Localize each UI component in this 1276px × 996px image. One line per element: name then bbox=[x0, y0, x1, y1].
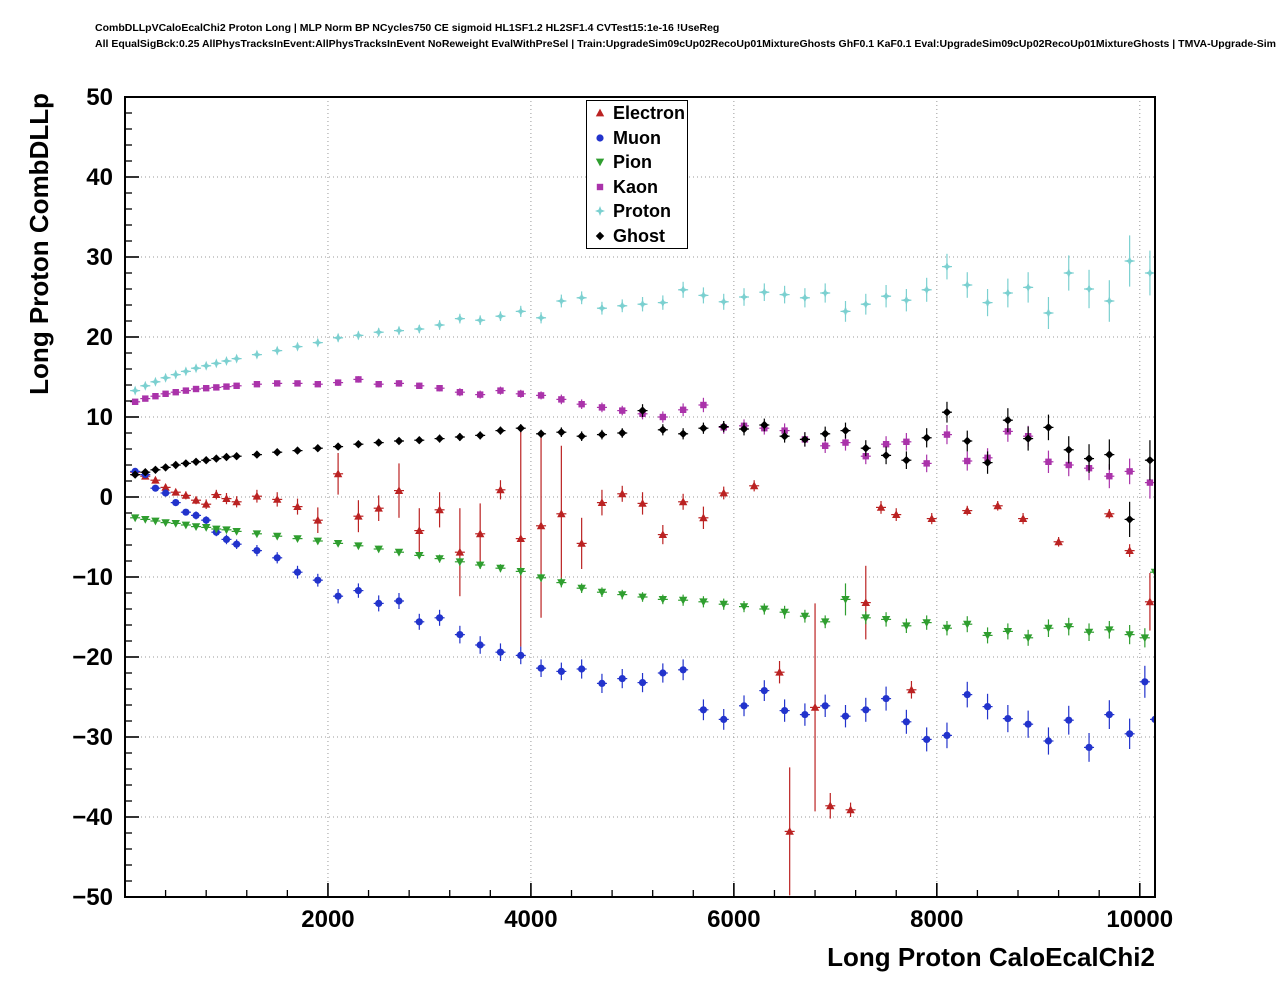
y-tick-label: 10 bbox=[86, 404, 113, 431]
y-tick-label: −10 bbox=[72, 564, 113, 591]
triangle-up-marker-icon bbox=[595, 108, 605, 117]
legend-label: Electron bbox=[613, 103, 686, 124]
x-tick-label: 10000 bbox=[1106, 906, 1173, 933]
x-tick-label: 8000 bbox=[910, 906, 963, 933]
legend-entry-muon: Muon bbox=[587, 126, 687, 151]
y-tick-label: −20 bbox=[72, 644, 113, 671]
legend-entry-proton: Proton bbox=[587, 199, 687, 224]
y-tick-label: 0 bbox=[100, 484, 113, 511]
series-proton bbox=[130, 235, 1155, 396]
legend-entry-kaon: Kaon bbox=[587, 175, 687, 200]
legend-label: Pion bbox=[613, 152, 652, 173]
y-tick-label: −50 bbox=[72, 884, 113, 911]
star-marker-icon bbox=[595, 206, 605, 217]
plot-title-line1: CombDLLpVCaloEcalChi2 Proton Long | MLP … bbox=[95, 22, 720, 34]
x-axis-title: Long Proton CaloEcalChi2 bbox=[827, 942, 1155, 972]
axis-tick-labels: 2000 4000 6000 8000 10000 50 40 30 20 10 0 −10 −20 −3… bbox=[72, 84, 1173, 933]
legend-entry-ghost: Ghost bbox=[587, 224, 687, 249]
legend-label: Ghost bbox=[613, 225, 665, 246]
plot-title-line2: All EqualSigBck:0.25 AllPhysTracksInEven… bbox=[95, 38, 1276, 50]
legend: Electron Muon Pion Kaon Proton Ghost bbox=[586, 100, 688, 249]
x-tick-label: 6000 bbox=[707, 906, 760, 933]
series-ghost bbox=[130, 401, 1155, 537]
y-tick-label: 20 bbox=[86, 324, 113, 351]
diamond-marker-icon bbox=[595, 231, 605, 240]
legend-label: Kaon bbox=[613, 176, 658, 197]
y-tick-label: −40 bbox=[72, 804, 113, 831]
triangle-down-marker-icon bbox=[595, 158, 605, 167]
square-marker-icon bbox=[596, 183, 604, 190]
data-series bbox=[130, 235, 1155, 896]
y-tick-label: 30 bbox=[86, 244, 113, 271]
x-tick-label: 4000 bbox=[504, 906, 557, 933]
circle-marker-icon bbox=[596, 134, 604, 142]
legend-label: Proton bbox=[613, 201, 671, 222]
series-kaon bbox=[130, 376, 1155, 499]
legend-label: Muon bbox=[613, 127, 661, 148]
series-electron bbox=[130, 430, 1155, 896]
y-tick-label: −30 bbox=[72, 724, 113, 751]
series-pion bbox=[130, 514, 1155, 648]
x-tick-label: 2000 bbox=[301, 906, 354, 933]
legend-entry-pion: Pion bbox=[587, 150, 687, 175]
gridlines bbox=[125, 97, 1155, 897]
axis-ticks bbox=[125, 96, 1141, 898]
legend-entry-electron: Electron bbox=[587, 101, 687, 126]
y-tick-label: 50 bbox=[86, 84, 113, 111]
series-muon bbox=[130, 467, 1155, 762]
y-tick-label: 40 bbox=[86, 164, 113, 191]
